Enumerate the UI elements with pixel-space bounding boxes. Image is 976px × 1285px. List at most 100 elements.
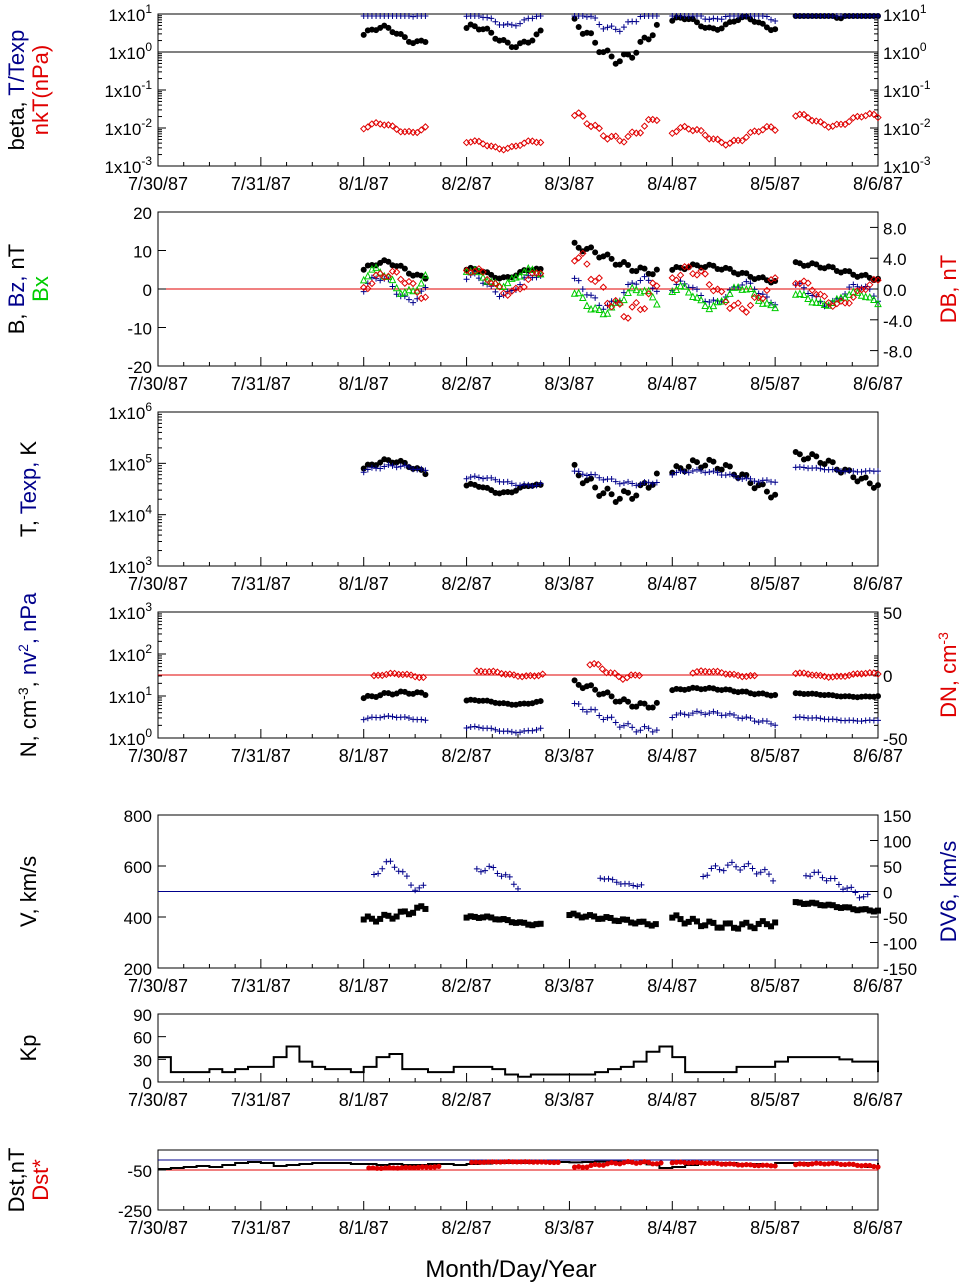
data-point — [816, 118, 825, 126]
data-point — [842, 693, 849, 700]
data-point — [846, 1161, 852, 1167]
data-point — [763, 477, 770, 484]
data-point — [575, 24, 582, 31]
data-point — [745, 860, 752, 867]
data-point — [608, 23, 615, 30]
data-point — [845, 117, 853, 126]
data-point — [613, 1160, 619, 1166]
data-point — [604, 251, 611, 258]
data-point — [702, 922, 709, 929]
data-point — [742, 133, 751, 141]
data-point — [717, 668, 726, 677]
data-point — [716, 866, 723, 873]
data-point — [702, 469, 709, 476]
data-point — [858, 468, 865, 475]
data-point — [571, 1164, 578, 1170]
data-point — [805, 455, 812, 462]
plot-frame — [157, 13, 879, 167]
data-point — [372, 263, 380, 271]
data-point — [524, 264, 533, 272]
data-point — [620, 259, 627, 266]
data-point — [842, 904, 849, 911]
data-point — [537, 725, 544, 732]
y-axis-label: Bx — [28, 276, 53, 302]
data-point — [360, 469, 367, 476]
data-point — [800, 277, 808, 285]
data-point — [471, 913, 478, 920]
data-point — [714, 710, 721, 717]
data-point — [722, 298, 730, 306]
data-point — [612, 296, 620, 305]
data-point — [529, 922, 536, 929]
data-point — [685, 469, 692, 476]
y-tick-label: 30 — [133, 1051, 152, 1070]
data-point — [475, 474, 482, 481]
data-point — [658, 1160, 664, 1166]
data-point — [566, 912, 573, 919]
data-point — [637, 1160, 644, 1166]
data-point — [823, 877, 830, 884]
data-point — [856, 894, 863, 901]
data-point — [414, 904, 421, 911]
data-point — [620, 722, 627, 729]
data-point — [570, 289, 579, 297]
data-point — [640, 122, 649, 130]
data-point — [714, 469, 721, 476]
data-point — [829, 302, 837, 311]
data-point — [850, 474, 857, 481]
x-tick-label: 8/1/87 — [339, 374, 389, 394]
data-point — [756, 1163, 762, 1169]
data-point — [512, 44, 519, 51]
data-point — [689, 16, 696, 23]
data-point — [689, 468, 696, 475]
y-tick-label: 800 — [124, 807, 152, 826]
data-point — [625, 698, 632, 705]
data-point — [571, 275, 578, 282]
data-point — [649, 271, 656, 278]
data-point — [401, 265, 408, 272]
x-tick-label: 7/31/87 — [231, 746, 291, 766]
data-point — [654, 1161, 660, 1167]
data-point — [587, 275, 595, 284]
data-point — [820, 292, 829, 301]
data-point — [403, 1164, 409, 1170]
data-point — [584, 1164, 590, 1170]
x-tick-label: 8/3/87 — [544, 1218, 594, 1238]
data-point — [713, 285, 722, 293]
data-point — [791, 290, 800, 298]
x-tick-label: 8/3/87 — [544, 976, 594, 996]
data-point — [772, 692, 779, 699]
data-point — [803, 872, 809, 879]
data-point — [422, 717, 429, 724]
data-point — [718, 466, 725, 473]
data-point — [410, 13, 417, 20]
data-point — [874, 299, 882, 308]
data-point — [685, 263, 693, 271]
data-point — [830, 1160, 836, 1166]
data-point — [417, 278, 426, 287]
data-point — [673, 1159, 680, 1165]
data-point — [734, 299, 742, 307]
data-point — [422, 471, 429, 478]
plot-frame — [157, 1149, 879, 1211]
x-tick-label: 8/3/87 — [544, 174, 594, 194]
data-point — [485, 1159, 491, 1165]
data-point — [763, 298, 771, 307]
data-point — [387, 858, 394, 865]
data-point — [579, 112, 587, 120]
data-point — [771, 303, 779, 312]
data-point — [537, 13, 544, 19]
data-point — [608, 475, 615, 482]
data-point — [831, 875, 838, 882]
data-point — [492, 288, 499, 295]
data-point — [463, 276, 470, 283]
x-tick-label: 8/1/87 — [339, 174, 389, 194]
y-axis-label: nkT(nPa) — [28, 45, 53, 135]
y-tick-label: 1x10-3 — [104, 154, 152, 177]
data-point — [759, 20, 766, 27]
data-point — [432, 1164, 438, 1170]
series-beta-2 — [360, 109, 882, 154]
data-point — [763, 921, 770, 928]
data-point — [734, 283, 742, 291]
data-point — [706, 468, 713, 475]
